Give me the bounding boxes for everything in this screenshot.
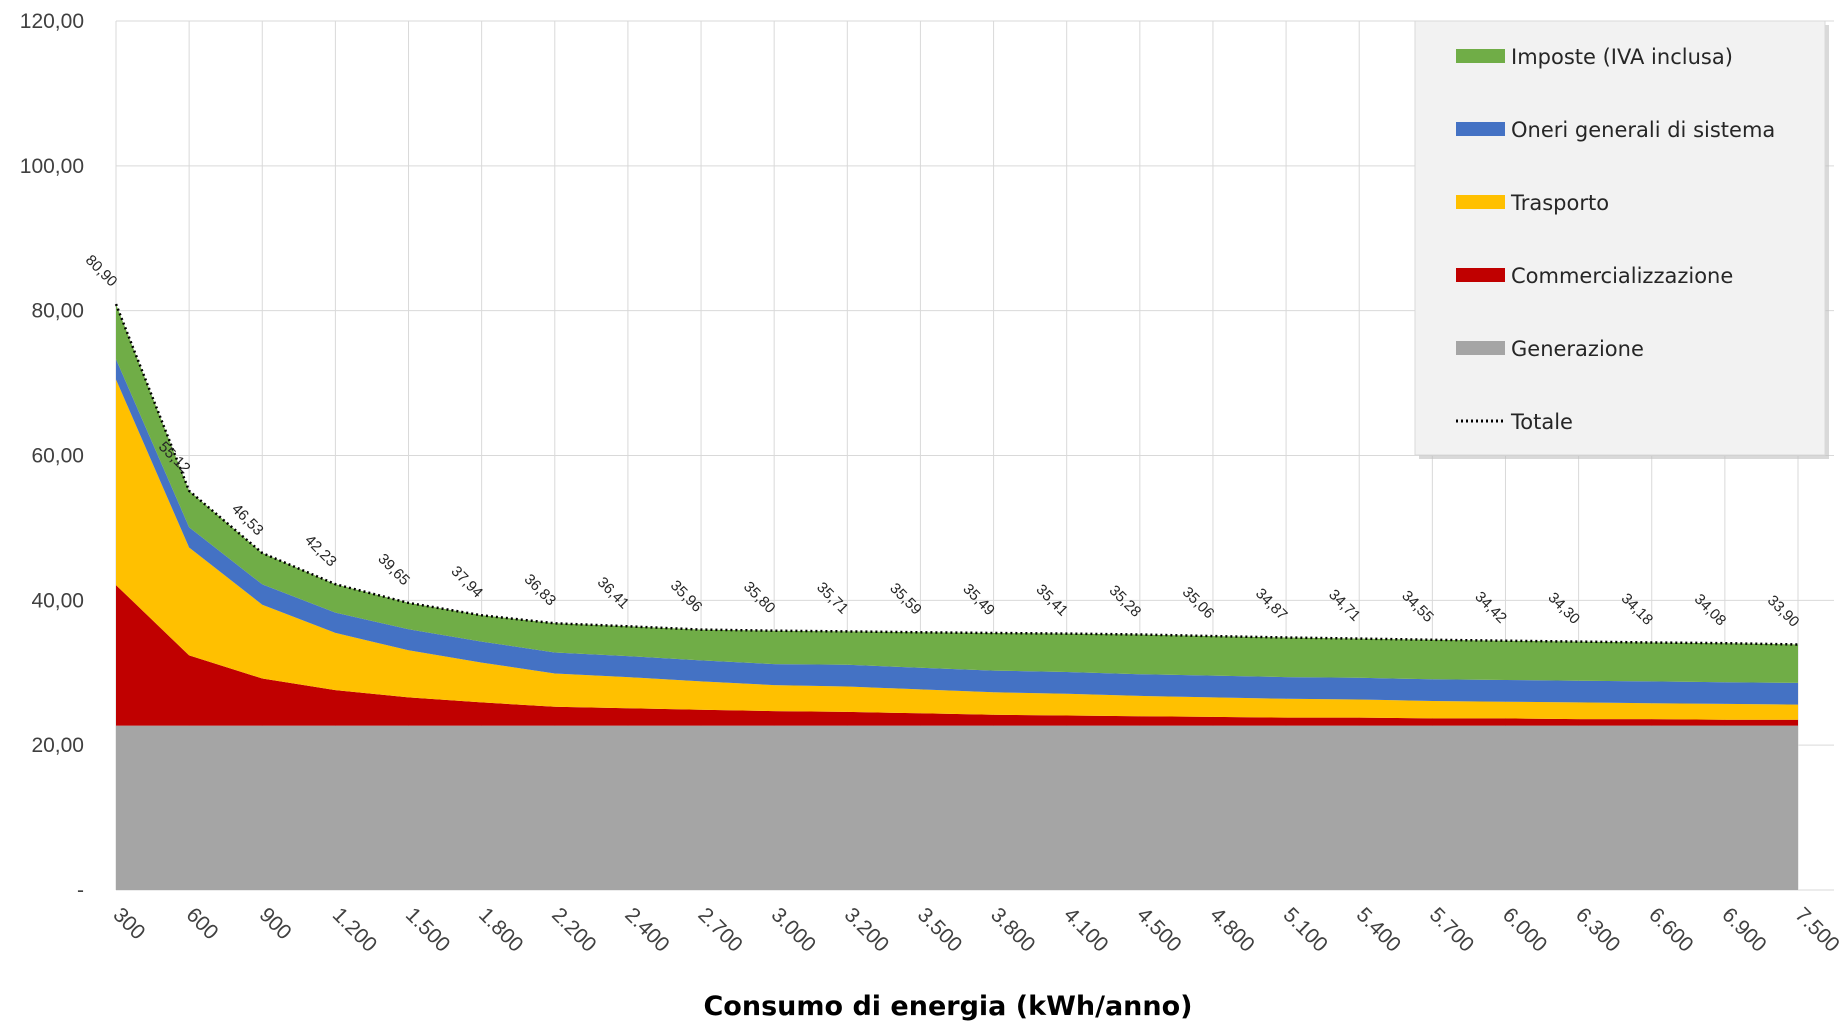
total-data-label: 33,90 xyxy=(1764,592,1803,631)
y-tick-label: 80,00 xyxy=(31,300,84,323)
x-tick-label: 2.700 xyxy=(694,903,747,956)
total-data-label: 35,96 xyxy=(667,577,706,616)
x-tick-label: 1.800 xyxy=(474,903,527,956)
total-data-label: 35,59 xyxy=(886,580,925,619)
x-tick-label: 5.100 xyxy=(1279,903,1332,956)
y-tick-label: 100,00 xyxy=(20,155,84,178)
y-tick-label: 120,00 xyxy=(20,10,84,33)
area-imposte-iva-inclusa xyxy=(116,304,1798,683)
x-tick-label: 1.200 xyxy=(328,903,381,956)
legend-swatch-oneri-generali-di-sistema xyxy=(1456,122,1505,136)
x-tick-label: 2.400 xyxy=(620,903,673,956)
legend-label-totale: Totale xyxy=(1510,410,1573,434)
total-data-label: 80,90 xyxy=(82,252,121,291)
area-commercializzazione xyxy=(116,585,1798,726)
x-tick-label: 6.600 xyxy=(1644,903,1697,956)
total-data-label: 35,49 xyxy=(959,581,998,620)
legend-label-trasporto: Trasporto xyxy=(1510,191,1609,215)
total-data-label: 42,23 xyxy=(301,532,340,571)
legend-label-generazione: Generazione xyxy=(1511,337,1644,361)
total-data-label: 39,65 xyxy=(374,550,413,589)
total-data-label: 34,71 xyxy=(1325,586,1364,625)
area-generazione xyxy=(116,725,1798,890)
x-axis: 300 600 900 1.200 1.500 1.800 2.200 2.400 2.700 3… xyxy=(108,903,1843,956)
x-tick-label: 5.400 xyxy=(1352,903,1405,956)
x-tick-label: 900 xyxy=(255,903,296,944)
x-tick-label: 6.300 xyxy=(1571,903,1624,956)
total-data-label: 34,30 xyxy=(1545,589,1584,628)
total-data-label: 34,08 xyxy=(1691,591,1730,630)
total-data-label: 36,83 xyxy=(521,571,560,610)
legend-label-commercializzazione: Commercializzazione xyxy=(1511,264,1733,288)
x-tick-label: 5.700 xyxy=(1425,903,1478,956)
x-tick-label: 600 xyxy=(182,903,223,944)
x-tick-label: 3.800 xyxy=(986,903,1039,956)
total-data-label: 34,55 xyxy=(1398,587,1437,626)
legend-swatch-trasporto xyxy=(1456,195,1505,209)
x-tick-label: 1.500 xyxy=(401,903,454,956)
legend-label-imposte-iva-inclusa: Imposte (IVA inclusa) xyxy=(1511,45,1733,69)
y-tick-label: - xyxy=(77,879,84,902)
x-axis-title: Consumo di energia (kWh/anno) xyxy=(703,991,1192,1022)
x-tick-label: 4.800 xyxy=(1205,903,1258,956)
total-data-label: 34,87 xyxy=(1252,585,1291,624)
total-line xyxy=(114,303,1799,646)
total-data-label: 37,94 xyxy=(448,563,487,602)
total-line-group xyxy=(114,303,1799,646)
x-tick-label: 3.200 xyxy=(840,903,893,956)
stacked-areas xyxy=(116,304,1798,890)
legend-swatch-commercializzazione xyxy=(1456,268,1505,282)
x-tick-label: 4.500 xyxy=(1132,903,1185,956)
total-data-label: 35,71 xyxy=(813,579,852,618)
legend-swatch-generazione xyxy=(1456,341,1505,355)
total-data-label: 36,41 xyxy=(594,574,633,613)
legend-box xyxy=(1414,20,1826,456)
x-tick-label: 3.500 xyxy=(913,903,966,956)
legend-label-oneri-generali-di-sistema: Oneri generali di sistema xyxy=(1511,118,1775,142)
x-tick-label: 7.500 xyxy=(1790,903,1843,956)
total-data-label: 35,06 xyxy=(1179,584,1218,623)
x-tick-label: 300 xyxy=(108,903,149,944)
legend-swatch-imposte-iva-inclusa xyxy=(1456,49,1505,63)
total-data-label: 35,28 xyxy=(1106,582,1145,621)
y-tick-label: 20,00 xyxy=(31,734,84,757)
total-data-label: 34,18 xyxy=(1618,590,1657,629)
total-data-label: 35,80 xyxy=(740,578,779,617)
total-data-label: 34,42 xyxy=(1471,588,1510,627)
legend: Imposte (IVA inclusa) Oneri generali di s… xyxy=(1414,20,1829,459)
x-tick-label: 6.000 xyxy=(1498,903,1551,956)
x-tick-label: 6.900 xyxy=(1717,903,1770,956)
y-tick-label: 40,00 xyxy=(31,589,84,612)
x-tick-label: 2.200 xyxy=(547,903,600,956)
x-tick-label: 4.100 xyxy=(1059,903,1112,956)
y-axis: - 20,00 40,00 60,00 80,00 100,00 120,00 xyxy=(20,10,84,902)
x-tick-label: 3.000 xyxy=(767,903,820,956)
y-tick-label: 60,00 xyxy=(31,445,84,468)
